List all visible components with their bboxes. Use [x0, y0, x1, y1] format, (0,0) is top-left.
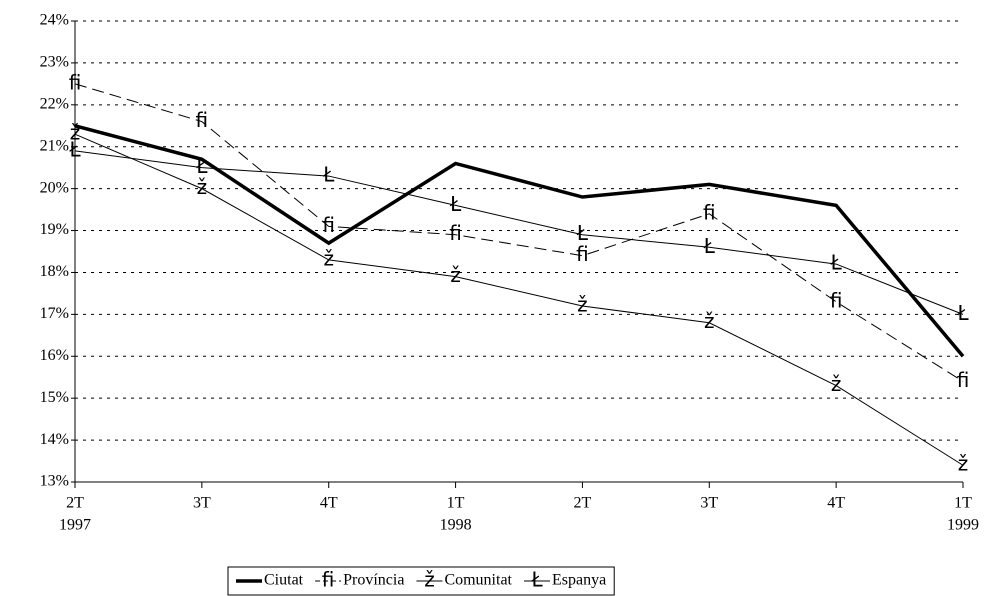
series-line — [74, 150, 964, 315]
y-tick-label: 19% — [40, 221, 69, 238]
point-marker: Ł — [703, 234, 716, 258]
x-year-label: 1998 — [440, 517, 472, 534]
point-marker: fi — [322, 213, 335, 237]
y-tick-label: 15% — [40, 389, 69, 406]
legend: Ciutat fi Província ž Comunitat Ł Espanya — [227, 566, 615, 596]
legend-marker: Ł — [530, 568, 543, 592]
x-tick-label: 4T — [827, 495, 845, 512]
point-marker: ž — [450, 263, 461, 287]
point-marker: fi — [703, 200, 716, 224]
point-marker: fi — [957, 368, 970, 392]
point-marker: Ł — [322, 163, 335, 187]
legend-marker: ž — [424, 568, 435, 592]
x-tick-label: 3T — [193, 495, 211, 512]
point-marker: fi — [196, 108, 209, 132]
y-tick-label: 24% — [40, 12, 69, 29]
series-line — [74, 133, 964, 466]
point-marker: Ł — [68, 137, 81, 161]
y-tick-label: 22% — [40, 95, 69, 112]
x-year-label: 1999 — [947, 517, 979, 534]
x-tick-label: 2T — [574, 495, 592, 512]
y-tick-label: 13% — [40, 473, 69, 490]
point-marker: fi — [830, 288, 843, 312]
x-tick-label: 1T — [954, 495, 972, 512]
point-marker: Ł — [956, 301, 969, 325]
point-marker: Ł — [830, 251, 843, 275]
series-line — [74, 124, 965, 358]
point-marker: ž — [323, 246, 334, 270]
point-marker: ž — [704, 309, 715, 333]
y-tick-label: 21% — [40, 137, 69, 154]
x-tick-label: 3T — [700, 495, 718, 512]
legend-label: Ciutat — [264, 572, 304, 589]
y-tick-label: 16% — [40, 347, 69, 364]
x-tick-label: 4T — [320, 495, 338, 512]
legend-label: Comunitat — [444, 572, 512, 589]
point-marker: fi — [576, 242, 589, 266]
legend-marker: fi — [322, 568, 335, 592]
y-tick-label: 14% — [40, 431, 69, 448]
series-line — [74, 83, 964, 382]
point-marker: ž — [958, 452, 969, 476]
y-tick-label: 18% — [40, 263, 69, 280]
x-year-label: 1997 — [59, 517, 91, 534]
point-marker: Ł — [449, 192, 462, 216]
point-marker: Ł — [195, 154, 208, 178]
point-marker: ž — [831, 372, 842, 396]
y-tick-label: 23% — [40, 54, 69, 71]
point-marker: ž — [577, 292, 588, 316]
y-tick-label: 17% — [40, 305, 69, 322]
point-marker: Ł — [576, 221, 589, 245]
point-marker: ž — [70, 121, 81, 145]
x-tick-label: 1T — [447, 495, 465, 512]
point-marker: fi — [69, 70, 82, 94]
legend-label: Província — [343, 572, 404, 589]
legend-label: Espanya — [552, 572, 606, 589]
y-tick-label: 20% — [40, 179, 69, 196]
point-marker: fi — [449, 221, 462, 245]
point-marker: ž — [197, 175, 208, 199]
x-tick-label: 2T — [66, 495, 84, 512]
